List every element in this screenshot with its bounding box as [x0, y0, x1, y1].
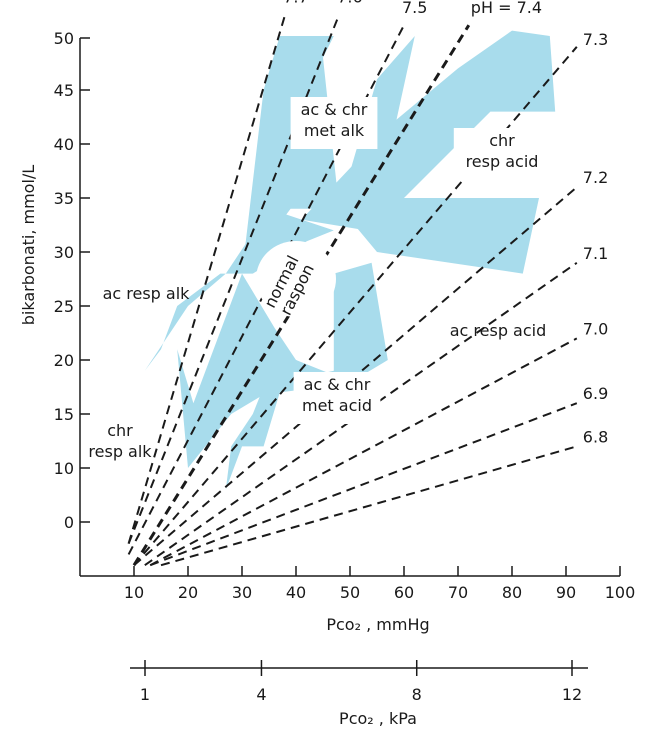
secondary-tick-label-2: 8	[412, 685, 422, 704]
region-label-text-3: ac resp acid	[450, 321, 547, 340]
region-label-text-5: chr resp alk	[88, 421, 152, 461]
isopleth-label-7: 7.0	[583, 319, 608, 338]
y-tick-label-3: 20	[54, 351, 74, 370]
region-label-5: chr resp alk	[88, 421, 152, 461]
y-tick-label-4: 25	[54, 297, 74, 316]
isopleth-line-7	[149, 337, 578, 567]
isopleth-label-8: 6.9	[583, 384, 608, 403]
isopleth-line-4	[133, 46, 578, 566]
isopleth-label-0: 7.7	[283, 0, 308, 6]
isopleth-label-2: 7.5	[402, 0, 427, 17]
x-tick-label-2: 30	[232, 583, 252, 602]
region-ac-resp-acid	[350, 198, 539, 274]
region-label-bg-1	[453, 128, 551, 180]
secondary-axis-layer: 1 4 8 12	[130, 660, 588, 704]
isopleth-label-6: 7.1	[583, 244, 608, 263]
x-tick-label-4: 50	[340, 583, 360, 602]
isopleth-label-1: 7.6	[337, 0, 362, 6]
x-tick-label-8: 90	[556, 583, 576, 602]
labels-layer: ac & chr met alk chr resp acid ac resp alk ac…	[88, 97, 551, 461]
y-tick-label-2: 15	[54, 405, 74, 424]
secondary-tick-label-0: 1	[140, 685, 150, 704]
x-tick-label-5: 60	[394, 583, 414, 602]
isopleth-line-9	[160, 445, 578, 567]
x-tick-label-9: 100	[605, 583, 636, 602]
region-label-bg-0	[290, 97, 378, 149]
isopleth-label-3: pH = 7.4	[471, 0, 542, 17]
x-tick-label-1: 20	[178, 583, 198, 602]
x-axis-title: Pco₂ , mmHg	[326, 615, 429, 634]
isopleth-label-5: 7.2	[583, 168, 608, 187]
region-label-bg-4	[293, 372, 381, 424]
x-tick-label-0: 10	[124, 583, 144, 602]
region-label-text-4: ac & chr met acid	[302, 375, 372, 415]
region-label-text-0: ac & chr met alk	[301, 100, 368, 140]
secondary-tick-label-1: 4	[256, 685, 266, 704]
x-tick-label-6: 70	[448, 583, 468, 602]
region-chr-resp-acid	[301, 30, 556, 231]
y-tick-label-9: 50	[54, 29, 74, 48]
isopleth-line-8	[149, 402, 578, 567]
y-tick-label-5: 30	[54, 243, 74, 262]
y-tick-label-6: 35	[54, 189, 74, 208]
axes-layer: 10 20 30 40 50 60 70 80 90 100 0 10 15 20 25 30 35 40 45 50	[54, 29, 636, 602]
region-label-4: ac & chr met acid	[293, 372, 381, 424]
normal-range-layer: normalraspon	[256, 241, 336, 318]
y-tick-label-7: 40	[54, 135, 74, 154]
region-label-3: ac resp acid	[450, 321, 547, 340]
secondary-axis-title: Pco₂ , kPa	[339, 709, 417, 728]
y-tick-label-0: 0	[64, 513, 74, 532]
region-label-1: chr resp acid	[453, 128, 551, 180]
isopleth-line-1	[127, 14, 341, 544]
region-label-text-2: ac resp alk	[103, 284, 191, 303]
secondary-tick-label-3: 12	[562, 685, 582, 704]
region-label-2: ac resp alk	[103, 284, 191, 303]
isopleth-label-9: 6.8	[583, 427, 608, 446]
region-label-0: ac & chr met alk	[290, 97, 378, 149]
region-label-text-1: chr resp acid	[466, 131, 539, 171]
y-tick-label-1: 10	[54, 459, 74, 478]
isopleth-line-0	[127, 14, 287, 544]
x-tick-label-3: 40	[286, 583, 306, 602]
isopleth-label-4: 7.3	[583, 30, 608, 49]
y-tick-label-8: 45	[54, 81, 74, 100]
normal-range-circle	[256, 241, 336, 317]
y-axis-title: bikarbonati, mmol/L	[19, 165, 38, 326]
x-tick-label-7: 80	[502, 583, 522, 602]
